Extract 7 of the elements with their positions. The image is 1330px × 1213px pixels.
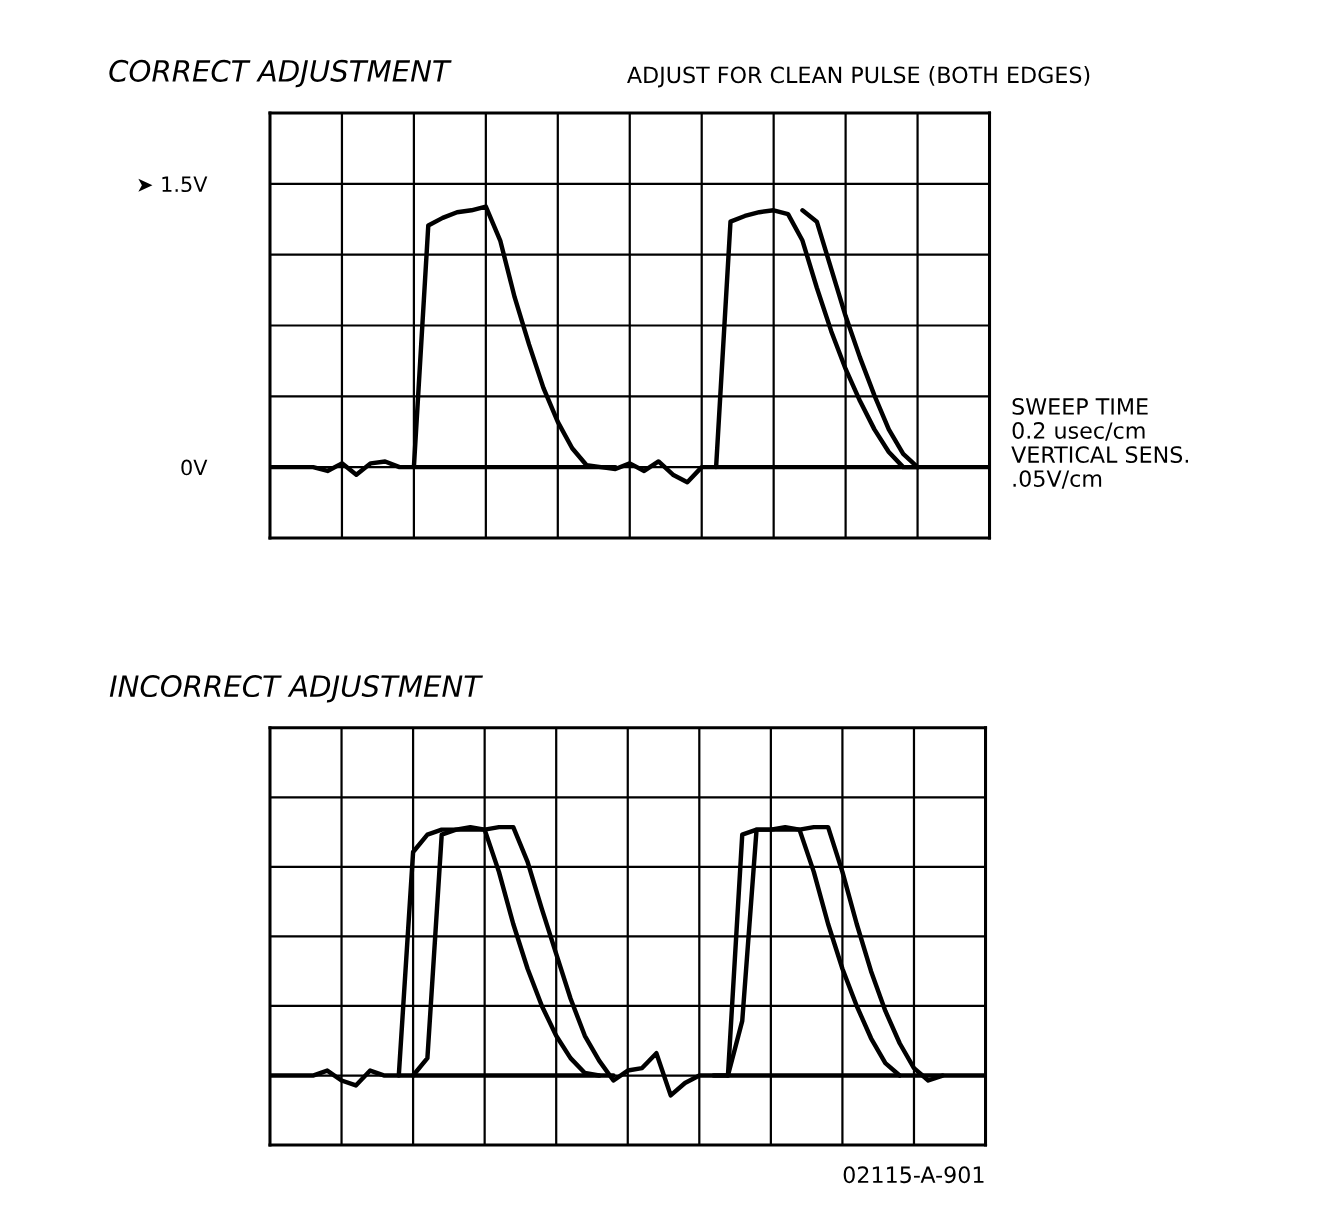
- y-tick-label: ➤ 1.5V: [138, 176, 208, 193]
- y-tick-label: 0V: [181, 459, 208, 476]
- text: 02115-A-901: [843, 1166, 984, 1184]
- text: SWEEP TIME 0.2 usec/cm VERTICAL SENS. .05V/cm: [1011, 398, 1189, 489]
- text: ADJUST FOR CLEAN PULSE (BOTH EDGES): [627, 66, 1090, 88]
- chart-title: INCORRECT ADJUSTMENT: [109, 675, 483, 703]
- chart-title: CORRECT ADJUSTMENT: [109, 59, 452, 88]
